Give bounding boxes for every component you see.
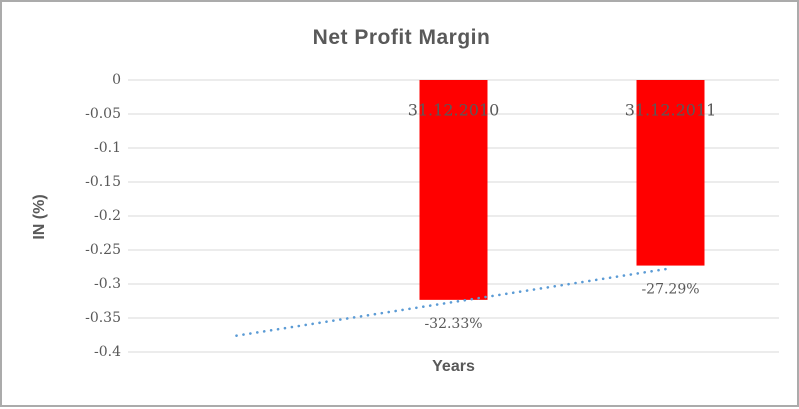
chart-title: Net Profit Margin xyxy=(312,26,491,49)
y-tick-label: -0.25 xyxy=(85,242,121,258)
y-tick-label: -0.2 xyxy=(94,208,121,224)
y-tick-label: -0.35 xyxy=(85,310,121,326)
data-label: -27.29% xyxy=(641,282,699,298)
y-tick-label: 0 xyxy=(112,72,121,88)
y-tick-label: -0.05 xyxy=(85,106,121,122)
bar xyxy=(419,80,488,300)
y-tick-label: -0.4 xyxy=(94,344,121,360)
y-tick-label: -0.1 xyxy=(94,140,121,156)
y-tick-label: -0.3 xyxy=(94,276,121,292)
category-label: 31.12.2011 xyxy=(625,101,717,120)
x-axis-title: Years xyxy=(432,358,475,375)
data-label: -32.33% xyxy=(424,316,482,332)
category-label: 31.12.2010 xyxy=(408,101,500,120)
bar xyxy=(636,80,705,266)
y-tick-label: -0.15 xyxy=(85,174,121,190)
